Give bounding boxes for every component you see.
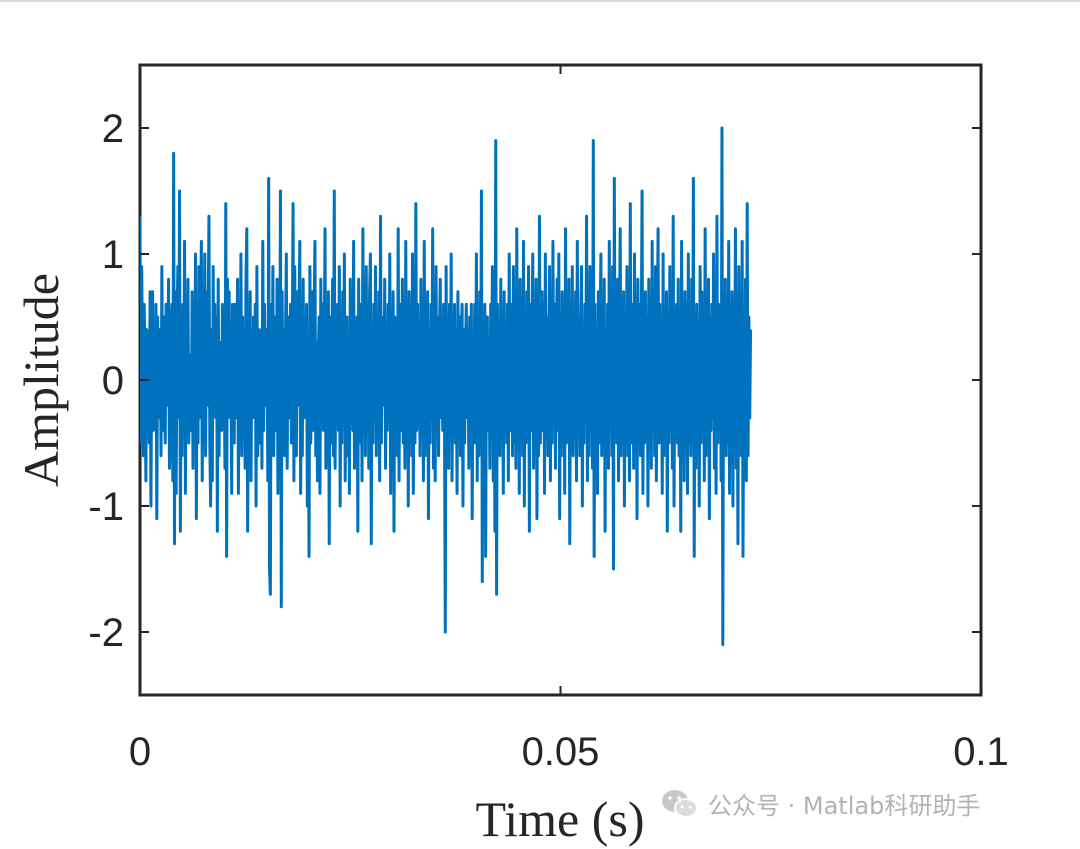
x-tick-label: 0.1	[953, 730, 1009, 774]
top-border-line	[0, 0, 1080, 2]
watermark: 公众号 · Matlab科研助手	[660, 786, 980, 821]
y-tick-label: 0	[102, 359, 124, 403]
y-tick-label: 1	[102, 233, 124, 277]
y-tick-label: -1	[88, 485, 124, 529]
y-axis-title: Amplitude	[13, 273, 69, 487]
tick-marks	[139, 65, 982, 695]
tick-labels: 0 0.05 0.1 -2 -1 0 1 2	[88, 107, 1008, 774]
y-tick-label: -2	[88, 611, 124, 655]
x-tick-label: 0.05	[522, 730, 600, 774]
plot-area	[140, 126, 753, 647]
y-tick-label: 2	[102, 107, 124, 151]
x-tick-label: 0	[129, 730, 151, 774]
series-line-1	[140, 126, 753, 647]
x-axis-title: Time (s)	[475, 791, 644, 847]
watermark-text: 公众号 · Matlab科研助手	[708, 792, 981, 820]
wechat-icon	[662, 789, 698, 818]
